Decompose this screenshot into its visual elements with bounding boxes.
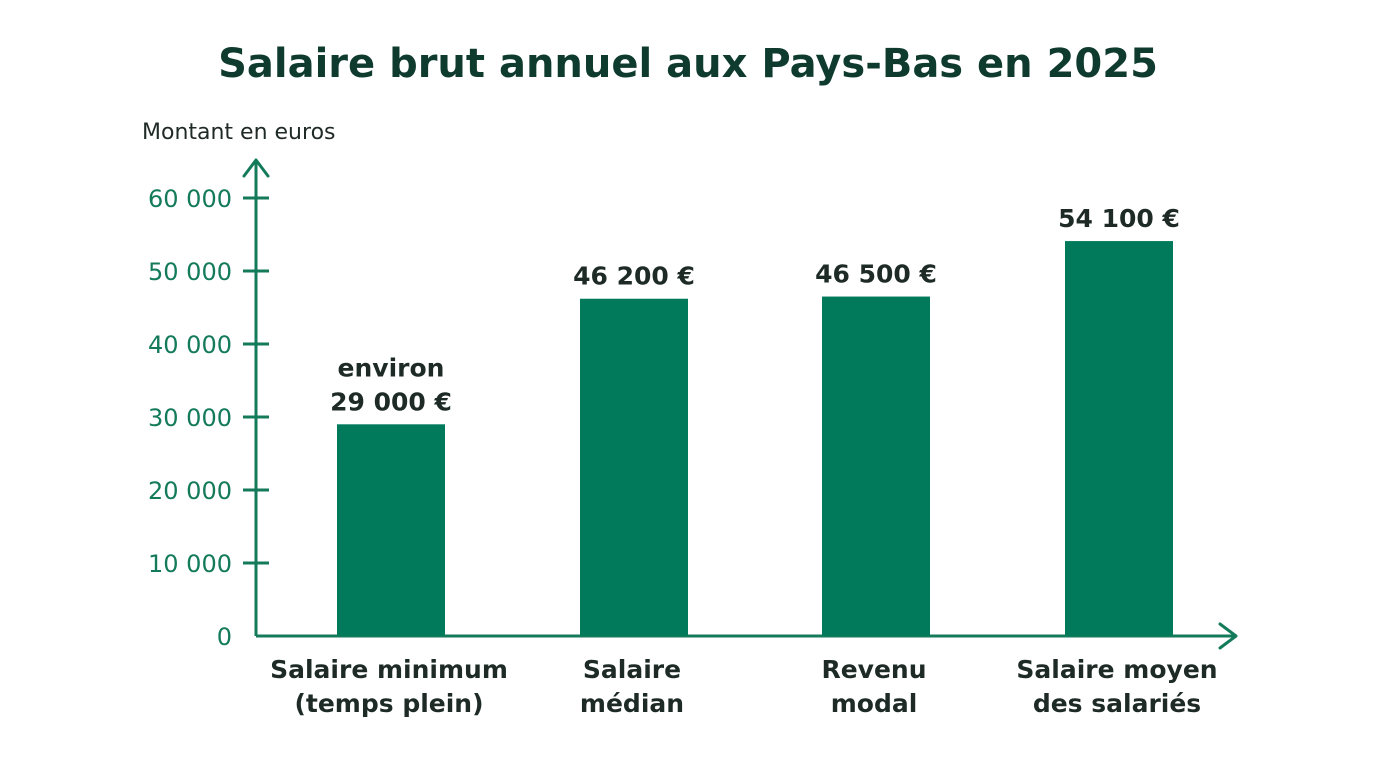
- category-label: Salaire: [583, 655, 681, 684]
- chart-title: Salaire brut annuel aux Pays-Bas en 2025: [218, 41, 1158, 87]
- category-label: médian: [580, 689, 684, 718]
- category-label: modal: [831, 689, 918, 718]
- data-label: environ: [338, 353, 445, 382]
- bar: [1065, 241, 1173, 636]
- category-labels: Salaire minimum (temps plein) Salaire média…: [270, 655, 1217, 718]
- data-label: 54 100 €: [1058, 204, 1180, 233]
- y-tick-label: 30 000: [148, 404, 232, 432]
- y-tick-label: 50 000: [148, 258, 232, 286]
- y-tick-label: 0: [217, 623, 232, 651]
- category-label: Salaire moyen: [1016, 655, 1217, 684]
- category-label: des salariés: [1033, 689, 1201, 718]
- y-tick-label: 60 000: [148, 185, 232, 213]
- bars: [337, 241, 1173, 636]
- data-labels: environ 29 000 € 46 200 € 46 500 € 54 100 €: [330, 204, 1180, 416]
- y-tick-label: 10 000: [148, 550, 232, 578]
- y-axis-label: Montant en euros: [142, 120, 336, 145]
- data-label: 46 500 €: [815, 260, 937, 289]
- bar: [580, 298, 688, 636]
- bar: [822, 296, 930, 636]
- y-tick-label: 20 000: [148, 477, 232, 505]
- category-label: Revenu: [821, 655, 926, 684]
- x-axis-arrow: [1218, 622, 1238, 650]
- bar: [337, 424, 445, 636]
- data-label: 46 200 €: [573, 262, 695, 291]
- y-axis-arrow: [242, 158, 270, 178]
- y-ticks: 0 10 000 20 000 30 000 40 000 50 000 60 000: [148, 185, 269, 651]
- data-label: 29 000 €: [330, 387, 452, 416]
- category-label: (temps plein): [294, 689, 483, 718]
- category-label: Salaire minimum: [270, 655, 508, 684]
- y-tick-label: 40 000: [148, 331, 232, 359]
